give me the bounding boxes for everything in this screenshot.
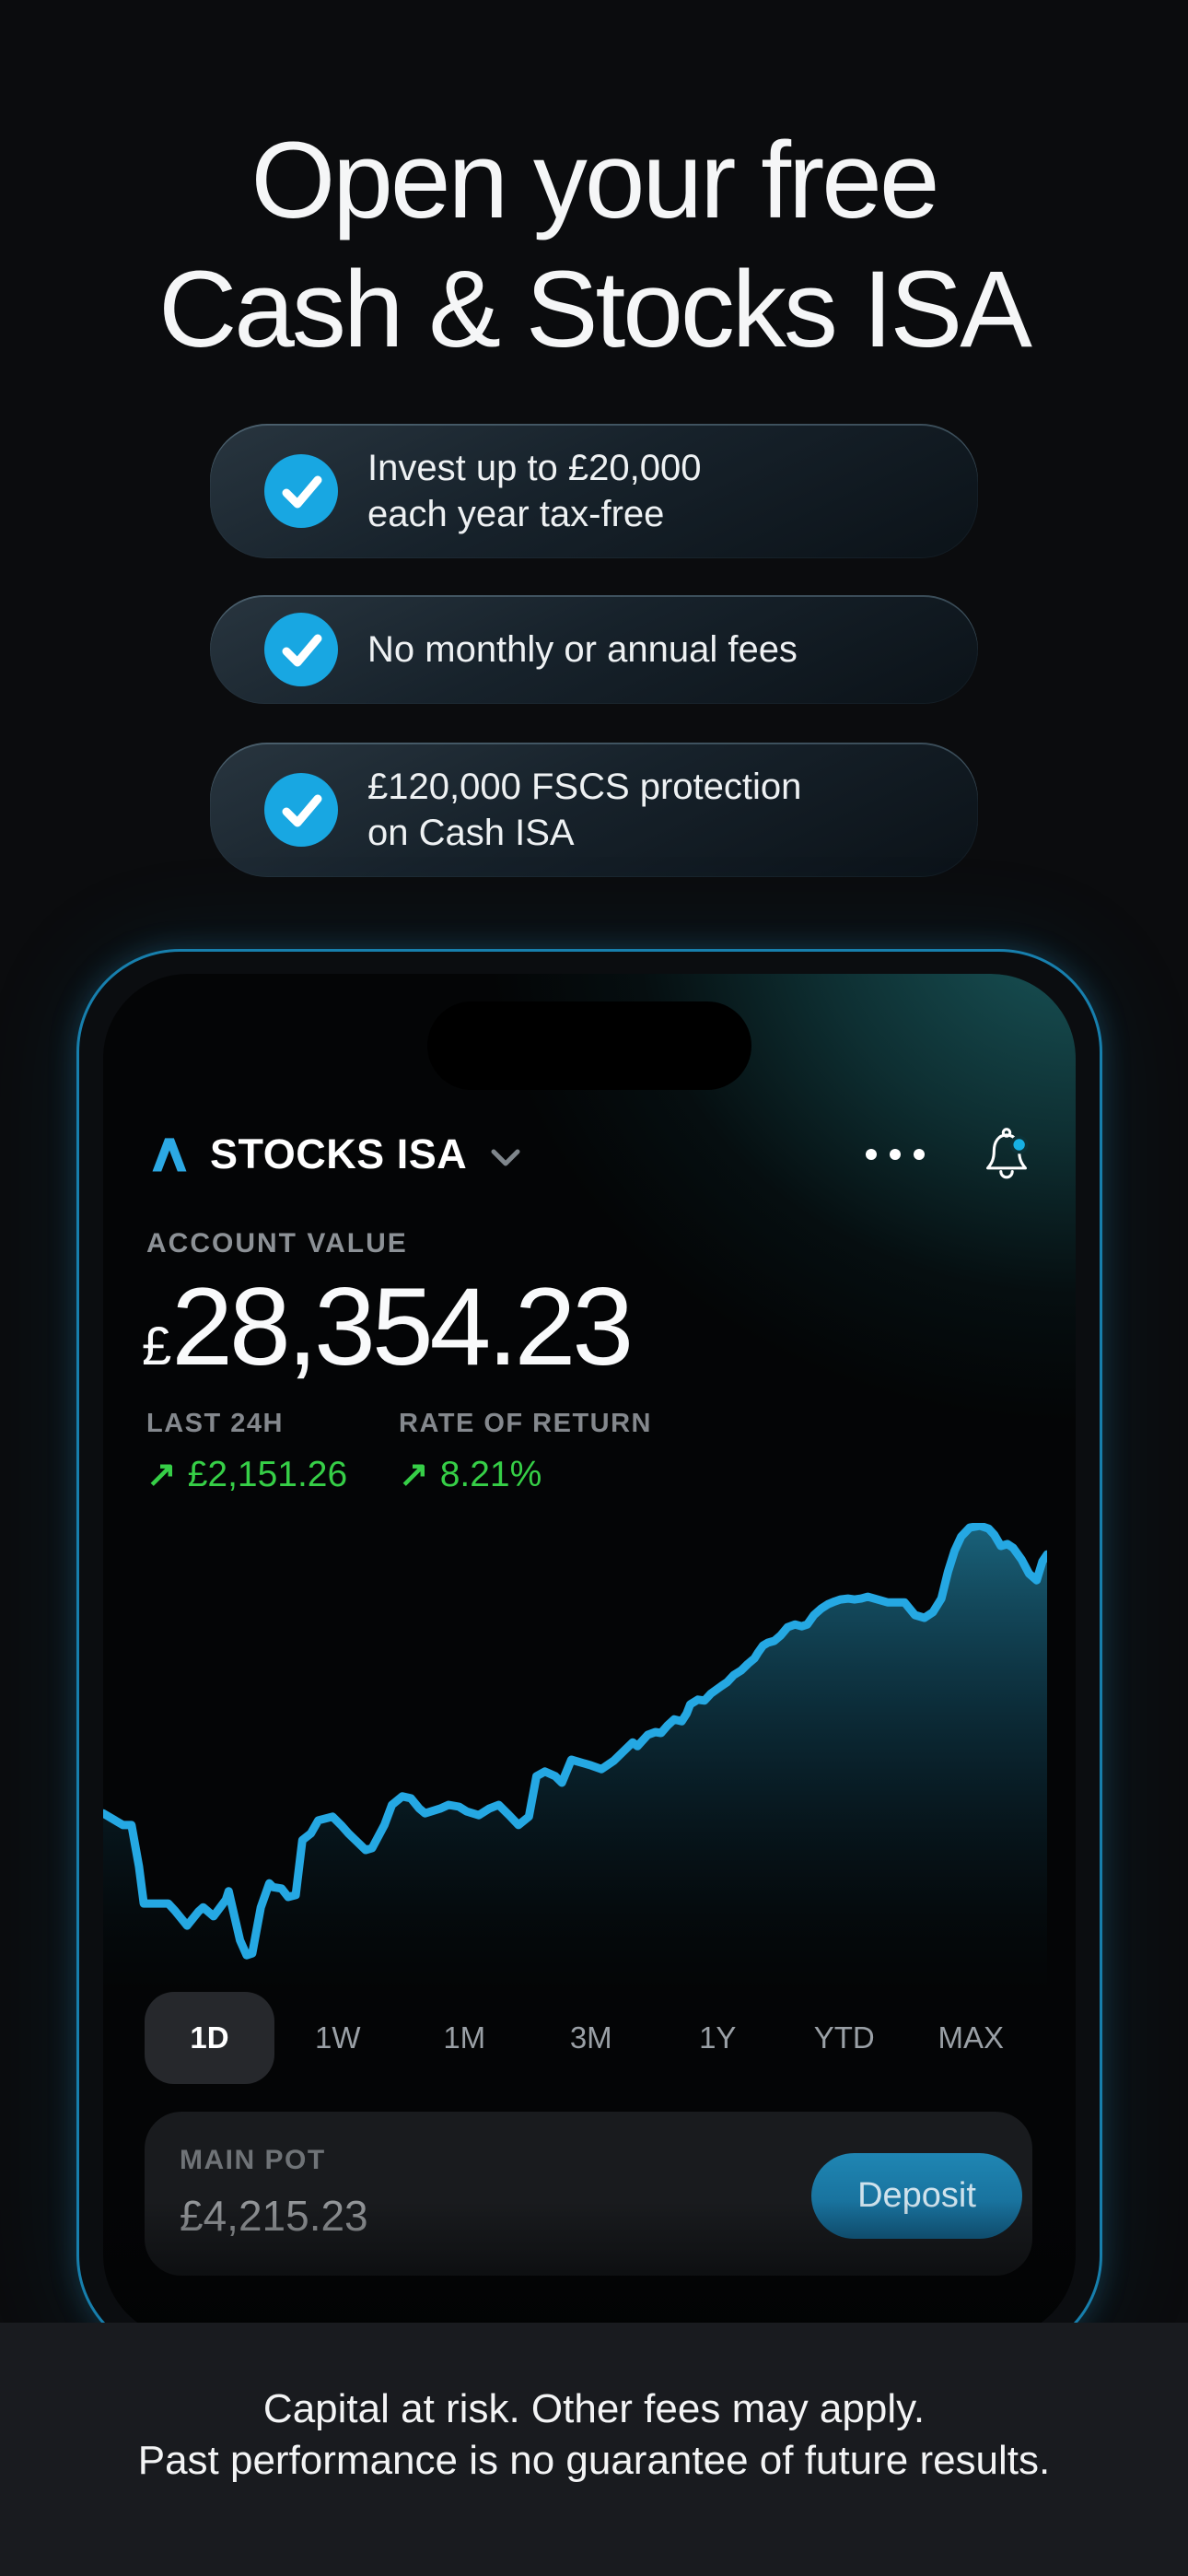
stat-rate-of-return: RATE OF RETURN ↗ 8.21% <box>399 1409 652 1495</box>
benefit-text: Invest up to £20,000 each year tax-free <box>367 445 702 537</box>
benefit-pill-fscs-protection: £120,000 FSCS protection on Cash ISA <box>210 743 978 877</box>
ellipsis-menu-icon[interactable] <box>866 1149 925 1160</box>
page-title-line1: Open your free <box>250 120 939 241</box>
stat-label: RATE OF RETURN <box>399 1409 653 1438</box>
dynamic-island <box>427 1001 751 1090</box>
benefit-line: each year tax-free <box>367 494 665 534</box>
stat-value: ↗ £2,151.26 <box>146 1454 399 1495</box>
check-icon <box>264 613 338 686</box>
account-switcher-label[interactable]: STOCKS ISA <box>210 1130 468 1177</box>
benefit-line: Invest up to £20,000 <box>367 448 702 488</box>
arrow-up-right-icon: ↗ <box>146 1455 177 1494</box>
phone-mockup: STOCKS ISA ACCOUNT VALUE £28,354.23 <box>76 949 1102 2359</box>
disclaimer: Capital at risk. Other fees may apply. P… <box>0 2323 1188 2576</box>
check-icon <box>264 773 338 847</box>
currency-symbol: £ <box>142 1317 172 1376</box>
check-icon <box>264 454 338 528</box>
main-pot-label: MAIN POT <box>180 2145 326 2175</box>
benefit-line: £120,000 FSCS protection <box>367 767 802 807</box>
main-pot-card: MAIN POT £4,215.23 Deposit <box>145 2112 1032 2276</box>
tab-1w[interactable]: 1W <box>315 2020 361 2055</box>
benefit-pill-no-fees: No monthly or annual fees <box>210 595 978 704</box>
main-pot-value: £4,215.23 <box>180 2192 368 2240</box>
stat-last-24h: LAST 24H ↗ £2,151.26 <box>146 1409 399 1495</box>
benefit-pill-invest-limit: Invest up to £20,000 each year tax-free <box>210 424 978 558</box>
notification-badge <box>1009 1135 1029 1154</box>
tab-max[interactable]: MAX <box>938 2020 1004 2055</box>
benefit-line: on Cash ISA <box>367 813 575 853</box>
account-value-label: ACCOUNT VALUE <box>146 1228 408 1259</box>
stat-label: LAST 24H <box>146 1409 284 1438</box>
tab-1d[interactable]: 1D <box>145 1992 274 2084</box>
deposit-button[interactable]: Deposit <box>811 2153 1022 2239</box>
benefit-text: No monthly or annual fees <box>367 626 798 673</box>
stat-value-text: 8.21% <box>439 1455 542 1494</box>
chevron-down-icon[interactable] <box>489 1147 522 1169</box>
page-title: Open your free Cash & Stocks ISA <box>0 116 1188 374</box>
tab-3m[interactable]: 3M <box>569 2020 612 2055</box>
arrow-up-right-icon: ↗ <box>399 1455 429 1494</box>
tab-1m[interactable]: 1M <box>443 2020 486 2055</box>
app-header: STOCKS ISA <box>147 1118 1035 1191</box>
tab-1y[interactable]: 1Y <box>699 2020 737 2055</box>
account-value: £28,354.23 <box>142 1265 634 1421</box>
disclaimer-line1: Capital at risk. Other fees may apply. <box>262 2386 926 2431</box>
tab-ytd[interactable]: YTD <box>813 2020 875 2055</box>
brand-logo-icon <box>152 1138 187 1172</box>
stat-value: ↗ 8.21% <box>399 1454 652 1495</box>
performance-chart[interactable] <box>103 1523 1047 1993</box>
timeframe-tabs: 1D 1W 1M 3M 1Y YTD MAX <box>145 1992 1034 2084</box>
stat-value-text: £2,151.26 <box>187 1455 348 1494</box>
bell-icon[interactable] <box>978 1124 1035 1185</box>
page-title-line2: Cash & Stocks ISA <box>158 249 1032 370</box>
benefit-line: No monthly or annual fees <box>367 629 798 670</box>
disclaimer-line2: Past performance is no guarantee of futu… <box>137 2438 1051 2483</box>
benefit-text: £120,000 FSCS protection on Cash ISA <box>367 764 801 856</box>
account-stats: LAST 24H ↗ £2,151.26 RATE OF RETURN ↗ 8.21… <box>146 1409 652 1495</box>
app-screen: STOCKS ISA ACCOUNT VALUE £28,354.23 <box>103 974 1076 2339</box>
account-value-amount: 28,354.23 <box>171 1265 634 1388</box>
